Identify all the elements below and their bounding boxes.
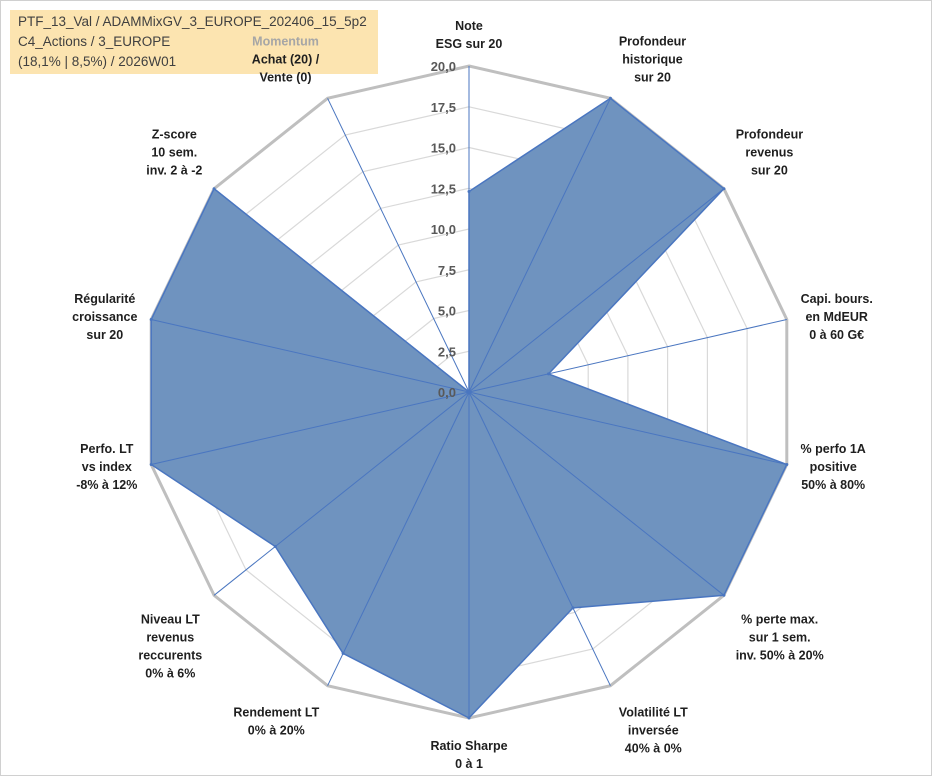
axis-label-line: % perfo 1A: [801, 442, 866, 456]
axis-spoke: [151, 319, 470, 393]
data-point: [722, 593, 726, 597]
axis-spoke: [327, 391, 470, 686]
axis-spoke: [468, 188, 725, 393]
axis-label-line: Perfo. LT: [80, 442, 134, 456]
tick-label: 2,5: [438, 344, 456, 359]
axis-spoke: [468, 391, 725, 596]
tick-label: 0,0: [438, 385, 456, 400]
axis-label-line: sur 20: [751, 164, 788, 178]
momentum-label: Momentum: [252, 34, 319, 48]
data-point: [149, 318, 153, 321]
axis-label: % perfo 1A positive 50% à 80%: [801, 442, 866, 492]
axis-label: Profondeur revenus sur 20: [736, 128, 803, 178]
axis-spoke: [468, 391, 611, 686]
data-point: [722, 187, 726, 191]
tick-label: 15,0: [431, 141, 456, 156]
axis-label-line: croissance: [72, 310, 137, 324]
axis-label: Ratio Sharpe 0 à 1: [430, 739, 507, 771]
axis-spoke: [468, 391, 787, 465]
axis-label-line: Note: [455, 19, 483, 33]
axis-label-line: Régularité: [74, 292, 135, 306]
axis-label-line: historique: [622, 52, 682, 66]
data-point: [467, 390, 471, 394]
axis-label: Profondeur historique sur 20: [619, 34, 686, 84]
axis-label: Niveau LT revenus reccurents 0% à 6%: [138, 613, 202, 681]
axis-label-line: Profondeur: [736, 128, 803, 142]
axis-spoke: [327, 98, 470, 393]
axis-label-line: Vente (0): [259, 70, 311, 84]
axis-label-line: revenus: [146, 631, 194, 645]
data-point: [467, 190, 471, 193]
axis-label-line: 10 sem.: [151, 146, 197, 160]
axis-label-line: Z-score: [152, 128, 197, 142]
axis-spoke: [213, 188, 470, 393]
axis-label: Note ESG sur 20: [436, 19, 503, 51]
axis-label-line: Volatilité LT: [619, 706, 688, 720]
axis-label-line: 0% à 6%: [145, 667, 195, 681]
tick-label: 10,0: [431, 222, 456, 237]
data-point: [608, 96, 612, 100]
axis-label-line: -8% à 12%: [76, 478, 137, 492]
axis-spoke: [151, 391, 470, 465]
axis-label-line: Niveau LT: [141, 613, 200, 627]
data-point: [212, 187, 216, 191]
axis-label-line: sur 1 sem.: [749, 631, 811, 645]
axis-label: Perfo. LT vs index -8% à 12%: [76, 442, 137, 492]
axis-label-line: 0 à 60 G€: [809, 328, 864, 342]
axis-label-line: inv. 2 à -2: [146, 164, 202, 178]
axis-label-line: 0 à 1: [455, 757, 483, 771]
axis-label-line: 0% à 20%: [248, 724, 305, 738]
axis-label-line: Ratio Sharpe: [430, 739, 507, 753]
axis-label-line: vs index: [82, 460, 132, 474]
tick-label: 12,5: [431, 181, 456, 196]
axis-label-line: reccurents: [138, 649, 202, 663]
axis-label-line: Capi. bours.: [801, 292, 873, 306]
axis-label-line: sur 20: [634, 70, 671, 84]
axis-label: Rendement LT 0% à 20%: [233, 706, 319, 738]
axis-label: Momentum Achat (20) / Vente (0): [252, 34, 320, 84]
axis-spoke: [468, 98, 611, 393]
data-point: [785, 463, 789, 466]
axis-label-line: en MdEUR: [805, 310, 868, 324]
portfolio-name: PTF_13_Val / ADAMMixGV_3_EUROPE_202406_1…: [18, 14, 367, 29]
axis-label-line: revenus: [745, 146, 793, 160]
axis-label-line: inversée: [628, 724, 679, 738]
portfolio-info-box: PTF_13_Val / ADAMMixGV_3_EUROPE_202406_1…: [10, 10, 378, 74]
tick-label: 17,5: [431, 100, 456, 115]
data-point: [547, 372, 550, 376]
axis-spoke: [468, 319, 787, 393]
axis-label-line: Profondeur: [619, 34, 686, 48]
data-point: [273, 545, 277, 548]
axis-label-line: inv. 50% à 20%: [736, 649, 824, 663]
axis-label-line: 50% à 80%: [801, 478, 865, 492]
axis-label-line: Rendement LT: [233, 706, 319, 720]
data-point: [571, 606, 575, 610]
data-point: [149, 463, 153, 466]
tick-label: 20,0: [431, 59, 456, 74]
axis-label-line: ESG sur 20: [436, 37, 503, 51]
axis-label: % perte max. sur 1 sem. inv. 50% à 20%: [736, 613, 824, 663]
portfolio-category: C4_Actions / 3_EUROPE: [18, 34, 171, 49]
axis-label: Volatilité LT inversée 40% à 0%: [619, 706, 688, 756]
axis-label-line: Achat (20) /: [252, 52, 320, 66]
axis-label-line: 40% à 0%: [625, 742, 682, 756]
axis-label: Régularité croissance sur 20: [72, 292, 137, 342]
tick-label: 5,0: [438, 304, 456, 319]
axis-label-line: % perte max.: [741, 613, 818, 627]
axis-label-line: sur 20: [86, 328, 123, 342]
axis-label-line: positive: [810, 460, 857, 474]
data-point: [467, 716, 471, 720]
tick-label: 7,5: [438, 263, 456, 278]
data-point: [341, 651, 345, 655]
axis-label: Capi. bours. en MdEUR 0 à 60 G€: [801, 292, 873, 342]
portfolio-stats: (18,1% | 8,5%) / 2026W01: [18, 54, 177, 69]
axis-label: Z-score 10 sem. inv. 2 à -2: [146, 128, 202, 178]
axis-spoke: [213, 391, 470, 596]
